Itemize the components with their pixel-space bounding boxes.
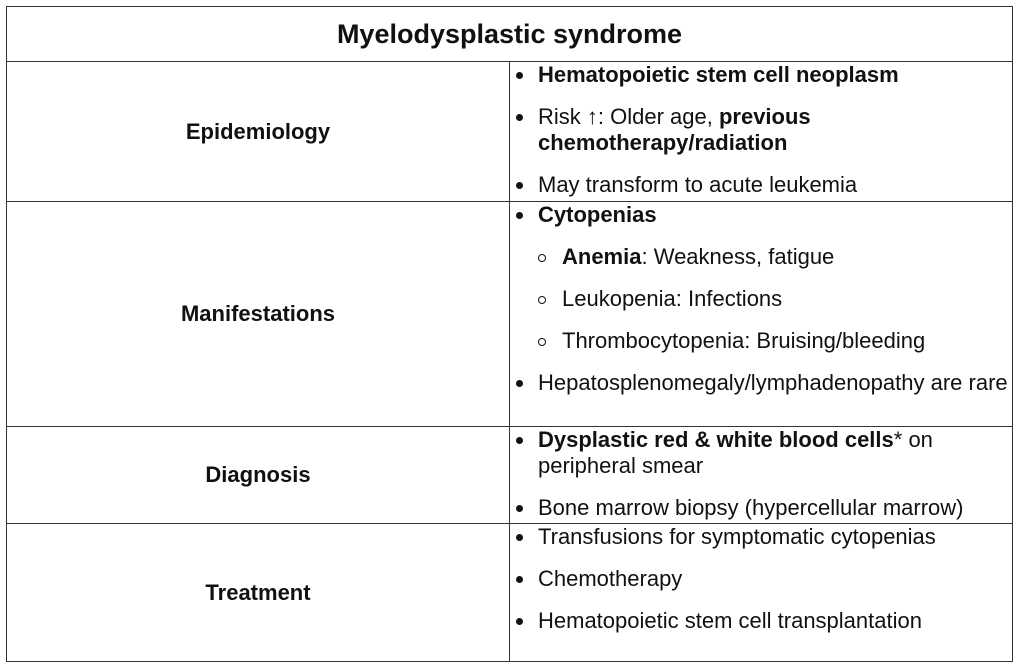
bullet-icon (516, 576, 523, 583)
list-item: Transfusions for symptomatic cytopenias (510, 524, 1012, 550)
table-row: Epidemiology Hematopoietic stem cell neo… (6, 61, 1013, 202)
list-item: Cytopenias (510, 202, 1012, 228)
item-text: Transfusions for symptomatic cytopenias (538, 524, 936, 549)
row-label-epidemiology: Epidemiology (6, 61, 510, 202)
table-row: Manifestations Cytopenias Anemia: Weakne… (6, 201, 1013, 427)
list-item: Hematopoietic stem cell transplantation (510, 608, 1012, 634)
item-bold-text: Cytopenias (538, 202, 657, 227)
bullet-icon (516, 114, 523, 121)
list-item: Risk ↑: Older age, previous chemotherapy… (510, 104, 1012, 156)
item-text: : Weakness, fatigue (641, 244, 835, 269)
bullet-icon (516, 72, 523, 79)
sub-list-item: Anemia: Weakness, fatigue (510, 244, 1012, 270)
item-text: Thrombocytopenia: Bruising/bleeding (562, 328, 926, 353)
row-content: Transfusions for symptomatic cytopenias … (509, 523, 1013, 662)
row-content: Hematopoietic stem cell neoplasm Risk ↑:… (509, 61, 1013, 202)
summary-table: Myelodysplastic syndrome Epidemiology He… (6, 6, 1013, 662)
item-text: Risk ↑: Older age, (538, 104, 719, 129)
list-item: Dysplastic red & white blood cells* on p… (510, 427, 1012, 479)
table-row: Diagnosis Dysplastic red & white blood c… (6, 426, 1013, 524)
row-content: Dysplastic red & white blood cells* on p… (509, 426, 1013, 524)
item-text: * on peripheral smear (538, 427, 933, 478)
open-bullet-icon (538, 254, 546, 262)
item-text: Leukopenia: Infections (562, 286, 783, 311)
bullet-icon (516, 505, 523, 512)
row-label-manifestations: Manifestations (6, 201, 510, 427)
item-bold-text: Dysplastic red & white blood cells (538, 427, 894, 452)
row-label-treatment: Treatment (6, 523, 510, 662)
list-item: Hematopoietic stem cell neoplasm (510, 62, 1012, 88)
sub-list-item: Leukopenia: Infections (510, 286, 1012, 312)
bullet-icon (516, 534, 523, 541)
bullet-icon (516, 380, 523, 387)
item-text: Hematopoietic stem cell transplantation (538, 608, 922, 633)
list-item: May transform to acute leukemia (510, 172, 1012, 198)
item-text: Hepatosplenomegaly/lymphadenopathy are r… (538, 370, 1008, 395)
item-bold-text: Anemia (562, 244, 642, 269)
item-text: Chemotherapy (538, 566, 683, 591)
open-bullet-icon (538, 296, 546, 304)
list-item: Bone marrow biopsy (hypercellular marrow… (510, 495, 1012, 521)
item-bold-text: previous chemotherapy/radiation (538, 104, 811, 155)
open-bullet-icon (538, 338, 546, 346)
list-item: Hepatosplenomegaly/lymphadenopathy are r… (510, 370, 1012, 396)
bullet-icon (516, 437, 523, 444)
list-item: Chemotherapy (510, 566, 1012, 592)
row-content: Cytopenias Anemia: Weakness, fatigue Leu… (509, 201, 1013, 427)
bullet-icon (516, 212, 523, 219)
sub-list-item: Thrombocytopenia: Bruising/bleeding (510, 328, 1012, 354)
table-row: Treatment Transfusions for symptomatic c… (6, 523, 1013, 662)
bullet-icon (516, 182, 523, 189)
item-text: May transform to acute leukemia (538, 172, 858, 197)
item-text: Bone marrow biopsy (hypercellular marrow… (538, 495, 964, 520)
bullet-icon (516, 618, 523, 625)
item-bold-text: Hematopoietic stem cell neoplasm (538, 62, 899, 87)
table-title: Myelodysplastic syndrome (6, 6, 1013, 62)
row-label-diagnosis: Diagnosis (6, 426, 510, 524)
